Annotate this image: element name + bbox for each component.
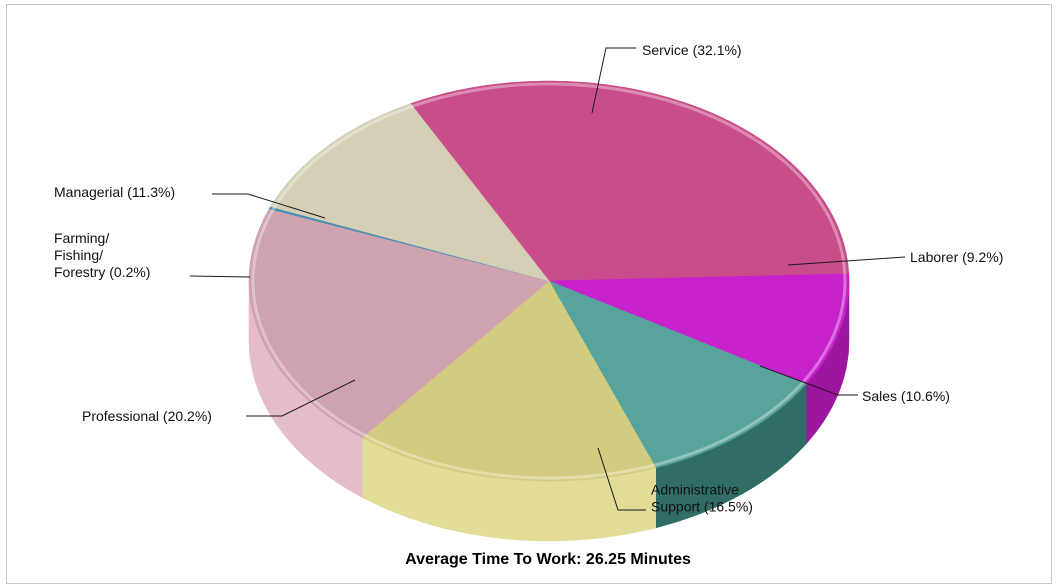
pie-side-walls (248, 280, 850, 542)
leader-line-administrative-support-16-5 (597, 447, 646, 511)
pie-slice-professional-20-2 (248, 208, 550, 438)
pie-slice-sales-10-6 (548, 280, 807, 469)
chart-title: Average Time To Work: 26.25 Minutes (405, 551, 691, 568)
slice-label-laborer-9-2: Laborer (9.2%) (910, 249, 1003, 265)
pie-slice-managerial-11-3 (270, 103, 550, 282)
slice-label-managerial-11-3: Managerial (11.3%) (54, 184, 175, 200)
leader-line-service-32-1 (591, 47, 636, 114)
slice-label-farming-fishing-forestry-0-2: Farming/Fishing/Forestry (0.2%) (54, 230, 150, 280)
pie-slice-laborer-9-2 (548, 273, 850, 385)
pie-rim-highlight (251, 82, 847, 480)
pie-slice-administrative-support-16-5 (361, 280, 657, 482)
pie-labels: Service (32.1%) Laborer (9.2%) Sales (10.6… (54, 42, 1003, 515)
leader-line-laborer-9-2 (787, 256, 906, 266)
slice-label-professional-20-2: Professional (20.2%) (82, 408, 212, 424)
leader-line-managerial-11-3 (212, 193, 326, 219)
pie-slice-service-32-1 (409, 80, 850, 282)
slice-label-service-32-1: Service (32.1%) (642, 42, 742, 58)
leader-line-farming-fishing-forestry-0-2 (189, 275, 251, 278)
leader-line-sales-10-6 (759, 365, 858, 396)
leader-line-professional-20-2 (246, 379, 356, 417)
pie-slices (248, 80, 850, 482)
slice-label-sales-10-6: Sales (10.6%) (862, 388, 950, 404)
slice-label-administrative-support-16-5: Administrative Support (16.5%) (651, 482, 753, 515)
